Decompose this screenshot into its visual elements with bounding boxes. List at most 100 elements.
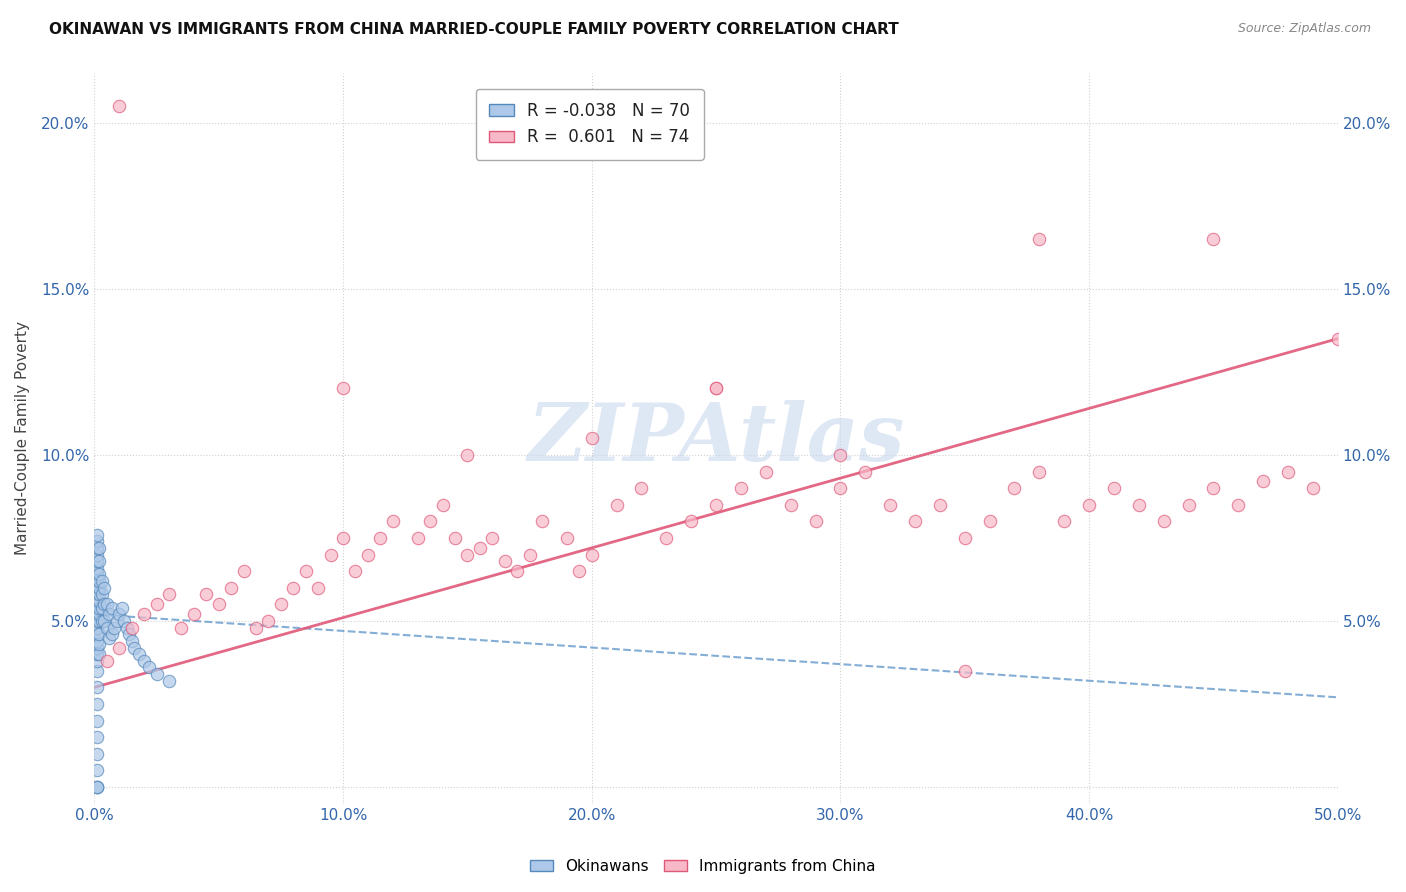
Point: [170, 621, 193, 635]
Point: [406, 531, 429, 545]
Point: [105, 614, 128, 628]
Point: [86, 561, 108, 575]
Legend: R = -0.038   N = 70, R =  0.601   N = 74: R = -0.038 N = 70, R = 0.601 N = 74: [475, 88, 703, 160]
Point: [118, 627, 141, 641]
Point: [283, 581, 305, 595]
Point: [581, 431, 603, 445]
Point: [319, 548, 342, 562]
Point: [89, 607, 111, 622]
Point: [294, 564, 316, 578]
Point: [432, 498, 454, 512]
Point: [128, 647, 150, 661]
Point: [1202, 232, 1225, 246]
Point: [98, 631, 121, 645]
Point: [86, 780, 108, 794]
Point: [115, 621, 138, 635]
Point: [1302, 481, 1324, 495]
Point: [89, 594, 111, 608]
Point: [655, 531, 678, 545]
Point: [681, 514, 703, 528]
Point: [86, 730, 108, 744]
Point: [86, 780, 108, 794]
Point: [86, 607, 108, 622]
Point: [122, 640, 145, 655]
Point: [86, 581, 108, 595]
Point: [89, 600, 111, 615]
Point: [86, 681, 108, 695]
Text: ZIPAtlas: ZIPAtlas: [527, 400, 904, 477]
Point: [444, 531, 467, 545]
Point: [494, 554, 516, 568]
Point: [779, 498, 801, 512]
Point: [953, 664, 976, 678]
Point: [1028, 465, 1050, 479]
Point: [1326, 332, 1348, 346]
Point: [86, 574, 108, 588]
Point: [332, 531, 354, 545]
Point: [90, 614, 112, 628]
Point: [89, 627, 111, 641]
Point: [232, 564, 254, 578]
Point: [830, 448, 852, 462]
Point: [1227, 498, 1250, 512]
Point: [86, 600, 108, 615]
Point: [90, 587, 112, 601]
Point: [86, 647, 108, 661]
Point: [86, 764, 108, 778]
Point: [307, 581, 329, 595]
Point: [112, 614, 135, 628]
Point: [98, 607, 121, 622]
Point: [1078, 498, 1101, 512]
Point: [332, 382, 354, 396]
Point: [145, 598, 167, 612]
Point: [100, 627, 122, 641]
Point: [157, 673, 180, 688]
Point: [630, 481, 652, 495]
Point: [103, 621, 125, 635]
Point: [90, 574, 112, 588]
Point: [89, 614, 111, 628]
Point: [96, 598, 118, 612]
Point: [481, 531, 503, 545]
Point: [953, 531, 976, 545]
Point: [704, 382, 727, 396]
Text: OKINAWAN VS IMMIGRANTS FROM CHINA MARRIED-COUPLE FAMILY POVERTY CORRELATION CHAR: OKINAWAN VS IMMIGRANTS FROM CHINA MARRIE…: [49, 22, 898, 37]
Point: [568, 564, 591, 578]
Point: [1177, 498, 1199, 512]
Point: [89, 567, 111, 582]
Point: [86, 587, 108, 601]
Point: [89, 574, 111, 588]
Point: [108, 640, 131, 655]
Point: [111, 600, 134, 615]
Point: [86, 548, 108, 562]
Point: [904, 514, 927, 528]
Legend: Okinawans, Immigrants from China: Okinawans, Immigrants from China: [524, 853, 882, 880]
Point: [157, 587, 180, 601]
Point: [419, 514, 441, 528]
Point: [381, 514, 404, 528]
Point: [730, 481, 752, 495]
Point: [86, 541, 108, 555]
Point: [456, 448, 478, 462]
Point: [755, 465, 778, 479]
Point: [1128, 498, 1150, 512]
Point: [370, 531, 392, 545]
Point: [86, 621, 108, 635]
Point: [121, 633, 143, 648]
Point: [704, 498, 727, 512]
Point: [606, 498, 628, 512]
Point: [86, 594, 108, 608]
Point: [853, 465, 876, 479]
Point: [1251, 475, 1274, 489]
Point: [132, 607, 155, 622]
Point: [979, 514, 1001, 528]
Point: [555, 531, 578, 545]
Point: [86, 527, 108, 541]
Point: [1004, 481, 1026, 495]
Text: Source: ZipAtlas.com: Source: ZipAtlas.com: [1237, 22, 1371, 36]
Point: [86, 554, 108, 568]
Point: [108, 99, 131, 113]
Point: [93, 581, 115, 595]
Point: [468, 541, 491, 555]
Point: [86, 633, 108, 648]
